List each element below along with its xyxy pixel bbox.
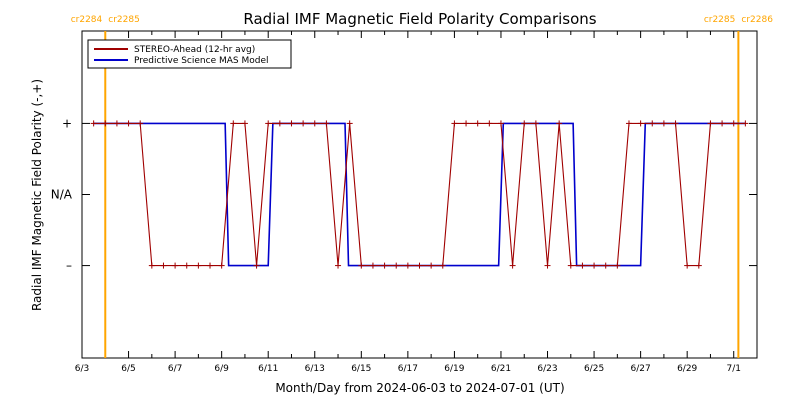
- x-tick-label: 6/25: [584, 364, 604, 374]
- x-tick-label: 6/23: [537, 364, 557, 374]
- carrington-label-before: cr2285: [704, 15, 736, 25]
- y-tick-label: N/A: [51, 188, 73, 202]
- x-tick-label: 6/17: [398, 364, 418, 374]
- plot-frame: [81, 30, 758, 359]
- x-tick-label: 7/1: [726, 364, 740, 374]
- x-tick-label: 6/15: [351, 364, 371, 374]
- x-tick-label: 6/9: [214, 364, 229, 374]
- x-tick-label: 6/7: [168, 364, 182, 374]
- legend-entry: STEREO-Ahead (12-hr avg): [134, 45, 255, 55]
- x-tick-label: 6/5: [121, 364, 135, 374]
- y-tick-label: +: [62, 116, 72, 130]
- x-tick-label: 6/29: [677, 364, 697, 374]
- x-axis-label: Month/Day from 2024-06-03 to 2024-07-01 …: [275, 381, 564, 395]
- x-tick-label: 6/3: [75, 364, 89, 374]
- x-tick-label: 6/27: [631, 364, 651, 374]
- x-tick-label: 6/21: [491, 364, 511, 374]
- y-axis-label: Radial IMF Magnetic Field Polarity (-,+): [30, 79, 44, 311]
- chart-title: Radial IMF Magnetic Field Polarity Compa…: [243, 10, 596, 28]
- carrington-label-after: cr2286: [741, 15, 773, 25]
- legend-box: [87, 39, 292, 69]
- y-tick-label: –: [66, 259, 72, 273]
- carrington-label-before: cr2284: [71, 15, 103, 25]
- carrington-label-after: cr2285: [108, 15, 140, 25]
- x-tick-label: 6/19: [444, 364, 464, 374]
- legend-entry: Predictive Science MAS Model: [134, 56, 269, 66]
- x-tick-label: 6/11: [258, 364, 278, 374]
- series-line: [93, 122, 746, 267]
- plot-layer: 6/3 6/5 6/7 6/9 6/11 6/13 6/15 6/17 6/19 6/21 6/23…: [51, 15, 773, 374]
- series-line: [93, 122, 746, 267]
- x-tick-label: 6/13: [305, 364, 325, 374]
